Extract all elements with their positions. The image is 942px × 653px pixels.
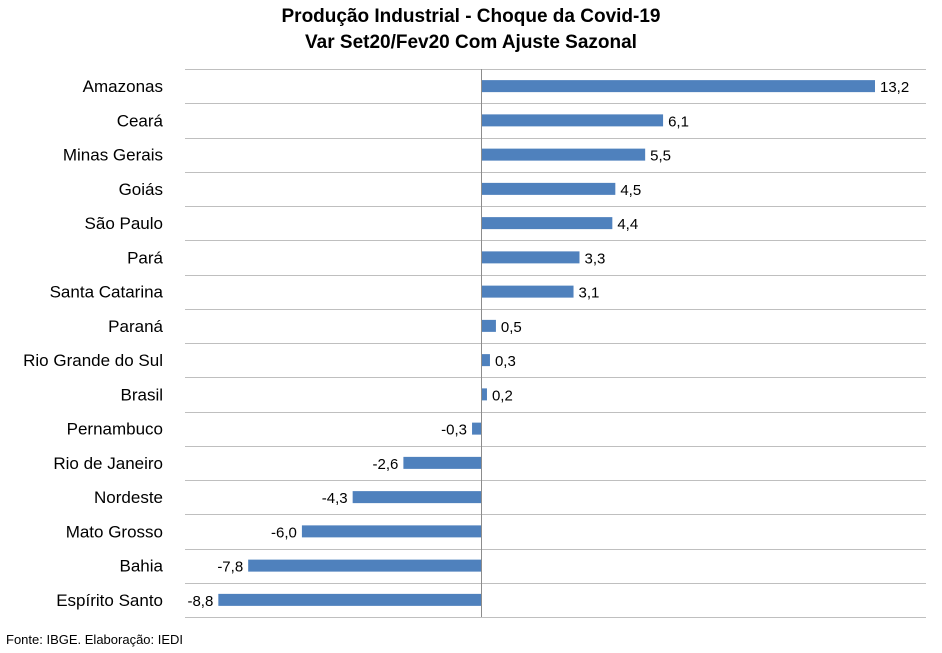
- category-label: São Paulo: [85, 214, 163, 233]
- data-label: -7,8: [217, 559, 243, 576]
- data-label: 3,3: [585, 250, 606, 267]
- bar: [481, 285, 574, 298]
- chart-title-block: Produção Industrial - Choque da Covid-19…: [0, 4, 942, 56]
- data-label: 0,5: [501, 319, 522, 336]
- chart-title: Produção Industrial - Choque da Covid-19: [281, 6, 661, 27]
- data-label: 4,4: [617, 216, 638, 233]
- data-label: -8,8: [187, 593, 213, 610]
- category-label: Ceará: [117, 111, 164, 130]
- category-label: Bahia: [120, 557, 164, 576]
- data-label: 6,1: [668, 113, 689, 130]
- bar: [481, 182, 616, 195]
- category-label: Minas Gerais: [63, 146, 163, 165]
- bar: [481, 217, 613, 230]
- bar: [472, 422, 481, 435]
- bar: [481, 148, 646, 161]
- bar: [403, 456, 481, 469]
- category-label: Paraná: [108, 317, 163, 336]
- chart-subtitle: Var Set20/Fev20 Com Ajuste Sazonal: [305, 32, 637, 53]
- category-label: Pernambuco: [67, 420, 163, 439]
- category-label: Rio Grande do Sul: [23, 351, 163, 370]
- category-label: Santa Catarina: [50, 283, 164, 302]
- category-label: Espírito Santo: [56, 591, 163, 610]
- category-label: Brasil: [120, 385, 163, 404]
- bar: [481, 80, 875, 93]
- bar: [481, 388, 487, 401]
- data-label: 3,1: [579, 285, 600, 302]
- bar: [481, 114, 664, 127]
- data-label: 13,2: [880, 79, 909, 96]
- data-label: -0,3: [441, 422, 467, 439]
- category-label: Pará: [127, 248, 163, 267]
- category-label: Nordeste: [94, 488, 163, 507]
- bar: [481, 251, 580, 264]
- source-note: Fonte: IBGE. Elaboração: IEDI: [6, 632, 184, 647]
- data-label: 0,2: [492, 387, 513, 404]
- bar: [218, 593, 482, 606]
- data-label: 5,5: [650, 148, 671, 165]
- bar: [481, 319, 496, 332]
- category-label: Goiás: [119, 180, 163, 199]
- bar: [301, 525, 481, 538]
- bar: [481, 354, 490, 367]
- bar: [352, 491, 481, 504]
- category-label: Amazonas: [83, 77, 163, 96]
- bar: [248, 559, 481, 572]
- category-label: Rio de Janeiro: [53, 454, 163, 473]
- data-label: 4,5: [620, 182, 641, 199]
- data-label: -2,6: [373, 456, 399, 473]
- data-label: 0,3: [495, 353, 516, 370]
- data-label: -6,0: [271, 524, 297, 541]
- category-label: Mato Grosso: [66, 522, 163, 541]
- data-label: -4,3: [322, 490, 348, 507]
